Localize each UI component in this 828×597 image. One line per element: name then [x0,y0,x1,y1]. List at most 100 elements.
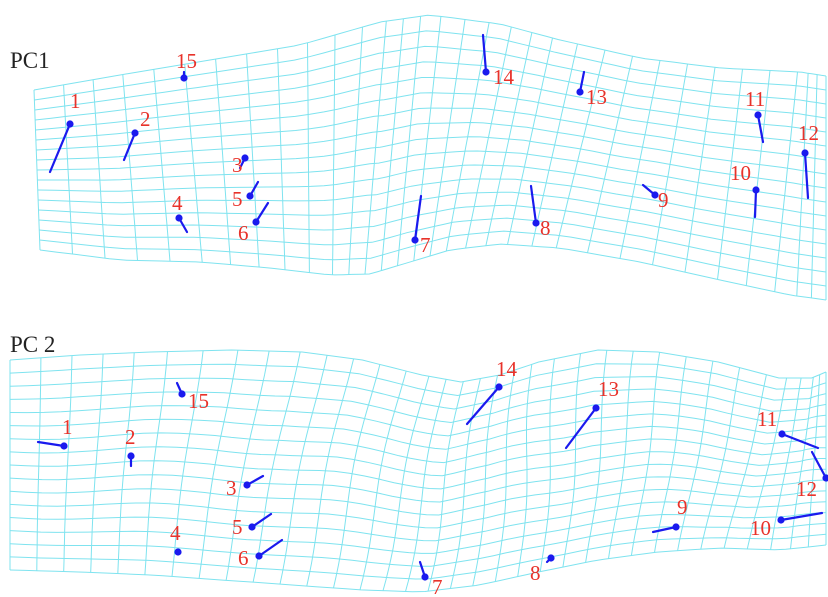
grid-line-vertical [654,356,687,553]
grid-line-horizontal [37,150,827,203]
landmark: 1 [36,415,73,450]
landmark-label: 8 [540,216,551,240]
grid-line-horizontal [9,488,827,529]
landmark-label: 6 [238,546,249,570]
landmark: 5 [232,512,273,539]
grid-line-vertical [796,73,809,296]
landmark-point [778,430,786,438]
grid-line-vertical [485,32,533,246]
landmark-label: 13 [598,377,619,401]
landmark: 12 [798,121,819,200]
grid-line-vertical [790,377,814,549]
grid-line-vertical [465,26,512,249]
landmark-point [532,219,540,227]
grid-line-vertical [246,53,260,268]
landmark: 4 [170,521,182,556]
grid-line-vertical [92,79,106,259]
grid-line-vertical [746,377,788,550]
landmark-vector [257,538,284,558]
landmark-vector [529,184,538,225]
landmark-label: 4 [170,521,181,545]
landmark-vector [651,525,678,534]
grid-line-horizontal [9,388,827,424]
grid-line-vertical [630,352,661,556]
landmark-point [576,88,584,96]
landmark: 8 [530,554,555,585]
grid-line-vertical [198,350,239,579]
landmark-vector [779,511,824,522]
landmark-point [255,552,263,560]
grid-line-horizontal [9,533,827,580]
grid-line-vertical [723,374,767,549]
landmark-label: 1 [70,89,81,113]
landmark-vector [753,188,758,219]
grid-line-vertical [429,19,466,257]
landmark-point [752,186,760,194]
grid-line-vertical [332,34,336,275]
grid-line-vertical [652,63,688,265]
grid-line-vertical [382,376,430,591]
landmark-label: 14 [496,357,518,381]
landmark-point [66,120,74,128]
grid-line-vertical [539,358,555,572]
landmark: 9 [641,183,669,212]
landmark-point [241,154,249,162]
landmark-label: 15 [176,49,197,73]
landmark-vector [803,151,810,200]
landmark-point [243,481,251,489]
grid-line-vertical [90,353,104,573]
grid-line-vertical [770,377,802,550]
grid-line-vertical [684,67,716,273]
landmark-label: 9 [677,495,688,519]
landmark-point [592,404,600,412]
landmark-point [547,554,555,562]
landmark-label: 4 [172,191,183,215]
landmark-point [180,74,188,82]
grid-line-vertical [144,351,168,575]
panel-label-pc1: PC1 [10,48,50,73]
landmark-vector [564,406,598,450]
landmark-point [127,452,135,460]
landmark: 2 [125,425,136,468]
grid-line-horizontal [9,463,827,503]
landmark-label: 14 [493,65,515,89]
grid-line-vertical [63,84,73,255]
landmark-vector [756,113,765,144]
grid-line-vertical [745,70,771,286]
grid-line-vertical [306,358,355,587]
grid-line-vertical [364,21,387,275]
grid-line-vertical [277,48,286,270]
grid-line-horizontal [38,178,827,231]
landmark: 13 [564,377,619,450]
grid-line-horizontal [9,476,827,516]
landmark: 12 [796,450,828,501]
grid-line-vertical [807,374,821,547]
landmark: 10 [750,511,824,540]
landmark-vector [122,131,137,162]
grid-line-vertical [494,369,516,582]
deformation-grid-pc2 [9,349,827,593]
grid-line-vertical [33,89,41,251]
grid-line-vertical [380,18,404,271]
landmark-label: 7 [420,233,431,257]
grid-line-vertical [517,364,533,577]
grid-line-vertical [472,375,498,586]
landmark-vector [254,201,270,224]
landmark-point [651,191,659,199]
landmark-label: 3 [232,153,243,177]
landmark-point [246,192,254,200]
landmark: 13 [576,70,607,109]
grid-line-vertical [252,351,301,583]
landmark-label: 10 [730,161,751,185]
landmark-point [801,149,809,157]
grid-line-vertical [445,22,490,252]
landmark: 15 [175,381,209,413]
landmark-label: 5 [232,187,243,211]
landmark-label: 12 [798,121,819,145]
grid-line-vertical [63,355,73,572]
grid-line-vertical [397,16,422,266]
landmark-vector [36,440,66,448]
